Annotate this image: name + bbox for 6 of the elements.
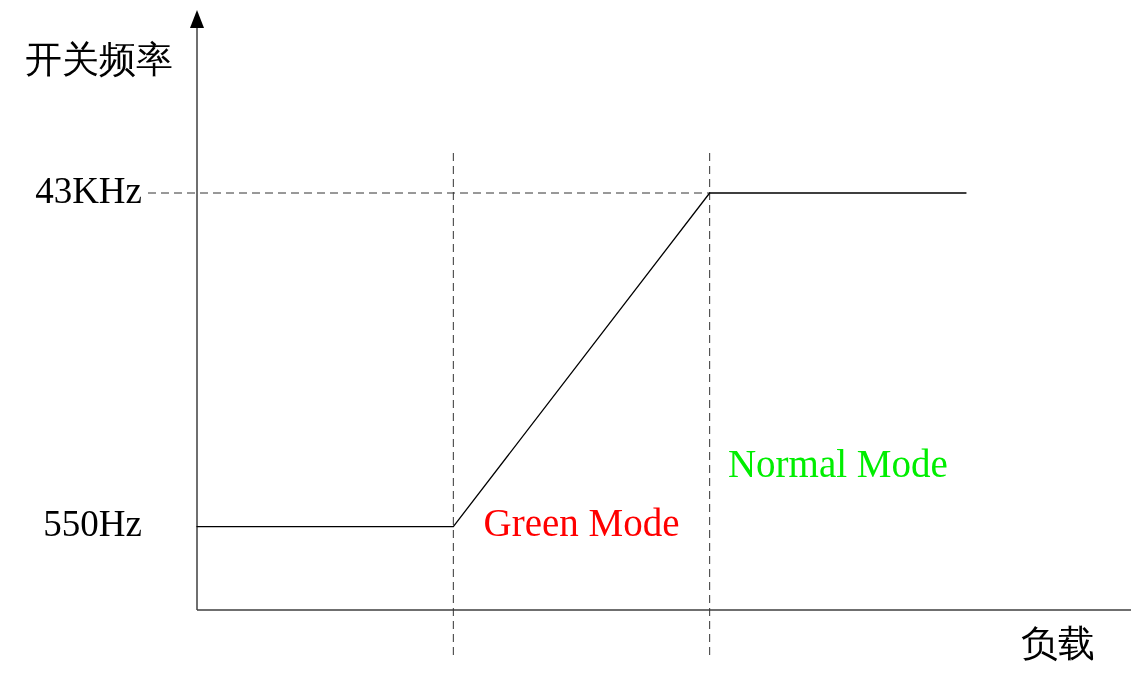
annotation: Normal Mode [727,442,948,486]
y-axis-title: 开关频率 [25,38,173,80]
text: 550Hz [43,503,142,545]
x-axis-title: 负载 [1021,622,1095,664]
annotation: Green Mode [483,501,680,545]
text: 43KHz [35,169,142,211]
